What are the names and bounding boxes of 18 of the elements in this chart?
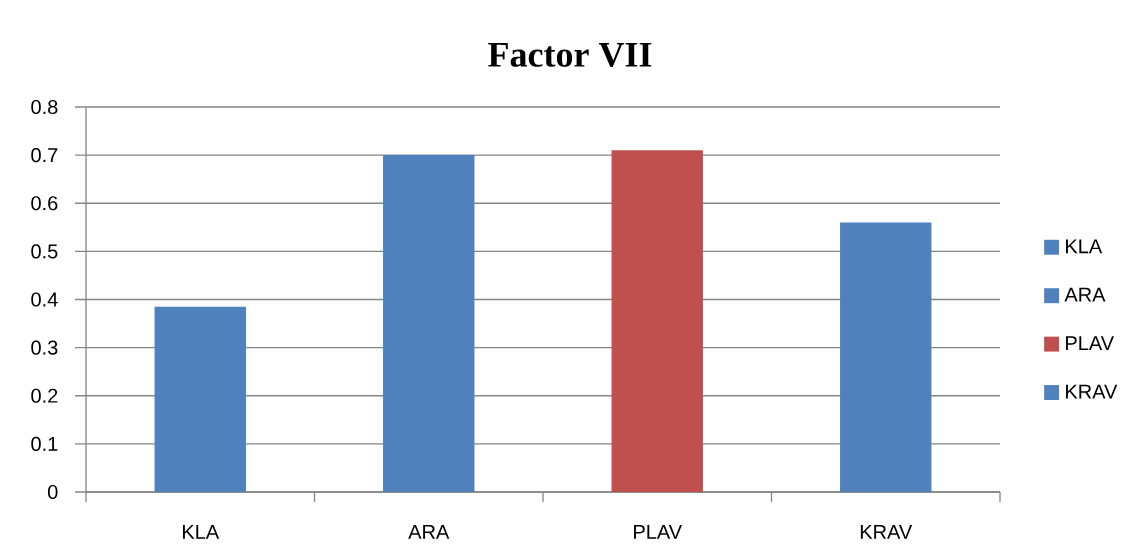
y-tick-label: 0.1 [31,436,58,451]
y-tick-label: 0.4 [31,292,58,307]
x-tick-label: PLAV [634,525,682,539]
y-tick-label: 0.2 [31,388,58,403]
y-tick-label: 0.3 [31,340,58,355]
legend-label: KLA [1066,239,1103,254]
x-tick-label: KRAV [860,525,913,539]
y-tick-label: 0 [47,484,58,500]
x-tick-label: ARA [408,525,450,539]
x-tick-label: KLA [182,525,220,539]
chart-title: Factor VII [488,42,652,68]
y-tick-label: 0.6 [31,196,58,211]
y-tick-label: 0.7 [31,148,58,163]
legend-label: ARA [1064,287,1106,302]
y-tick-label: 0.5 [31,244,58,259]
legend-label: KRAV [1066,384,1118,399]
legend-label: PLAV [1066,336,1114,350]
y-tick-label: 0.8 [31,99,58,115]
